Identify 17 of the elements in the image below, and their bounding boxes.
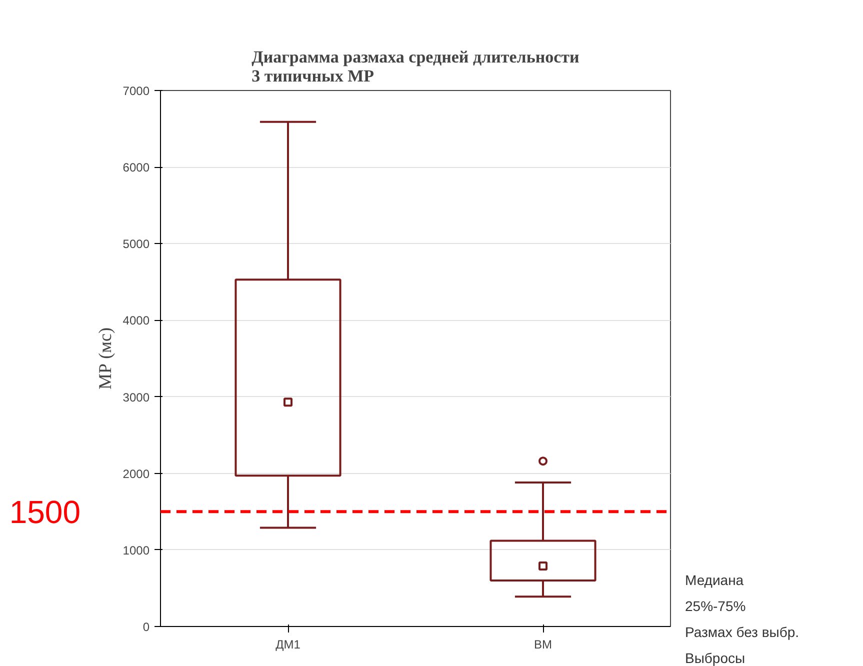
x-tick-label: ДМ1 <box>276 638 301 652</box>
text: Размах без выбр. <box>685 623 800 642</box>
y-tick-label: 7000 <box>122 84 150 98</box>
text: Выбросы <box>685 649 746 666</box>
text: 25%-75% <box>685 597 747 616</box>
text: Медиана <box>685 571 745 590</box>
y-tick-label: 4000 <box>122 314 150 328</box>
x-tick-label: ВМ <box>534 638 552 652</box>
y-tick-label: 3000 <box>122 390 150 404</box>
y-tick-label: 6000 <box>122 160 150 175</box>
y-tick-label: 0 <box>142 620 150 634</box>
chart-title: Диаграмма размаха средней длительности 3 типичных МР <box>252 48 580 86</box>
y-axis-title: МР (мс) <box>94 328 115 390</box>
y-tick-label: 2000 <box>122 466 150 481</box>
y-tick-label: 1000 <box>122 543 150 558</box>
y-tick-label: 5000 <box>122 237 150 252</box>
ref-line-label: 1500 <box>9 494 80 530</box>
